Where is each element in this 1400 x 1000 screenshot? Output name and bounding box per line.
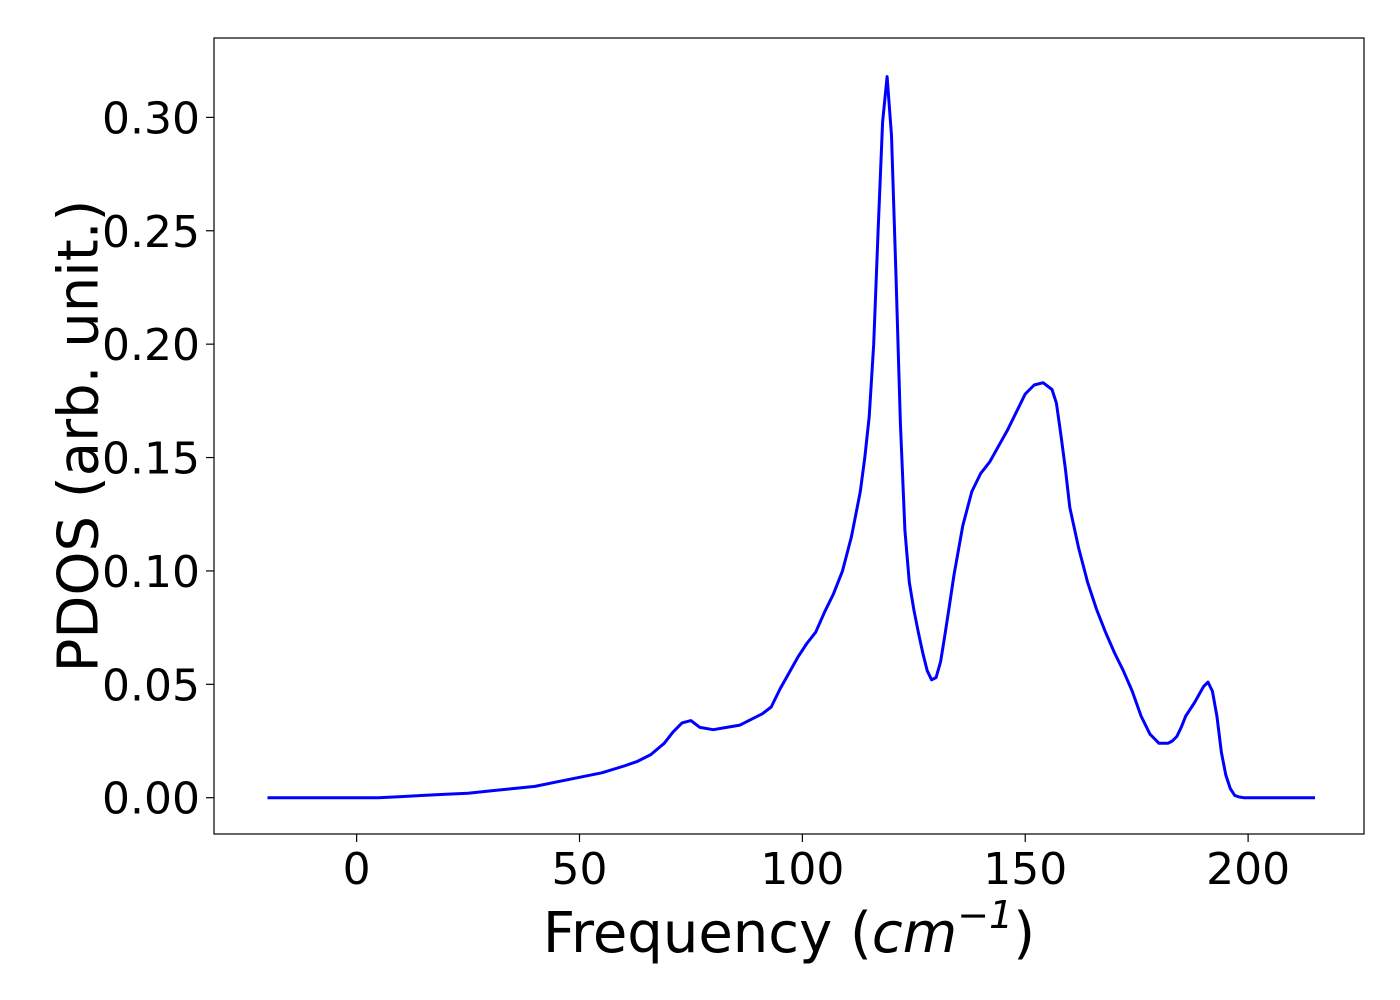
x-tick-label: 150	[983, 844, 1067, 895]
y-axis-label: PDOS (arb. unit.)	[47, 200, 112, 673]
x-tick-label: 200	[1206, 844, 1290, 895]
x-axis-label-math: cm	[872, 901, 957, 966]
x-tick-label: 100	[760, 844, 844, 895]
ticks-layer: 0 50 100 150 200 0.00 0.05 0.10 0.15 0.20 0.25 0.30	[102, 93, 1290, 895]
plot-frame	[213, 37, 1365, 835]
x-axis-label: Frequency (cm−1)	[543, 893, 1035, 966]
y-tick-label: 0.05	[102, 660, 200, 711]
y-tick-label: 0.00	[102, 774, 200, 825]
y-tick-label: 0.30	[102, 93, 200, 144]
x-axis-label-sup: −1	[957, 893, 1013, 937]
x-tick-label: 50	[552, 844, 608, 895]
y-tick-label: 0.25	[102, 207, 200, 258]
x-axis-label-main: Frequency (	[543, 901, 872, 966]
y-tick-label: 0.20	[102, 320, 200, 371]
x-axis-label-end: )	[1013, 901, 1035, 966]
pdos-series-line	[267, 75, 1315, 800]
x-tick-label: 0	[343, 844, 371, 895]
y-tick-label: 0.15	[102, 434, 200, 485]
y-tick-label: 0.10	[102, 547, 200, 598]
